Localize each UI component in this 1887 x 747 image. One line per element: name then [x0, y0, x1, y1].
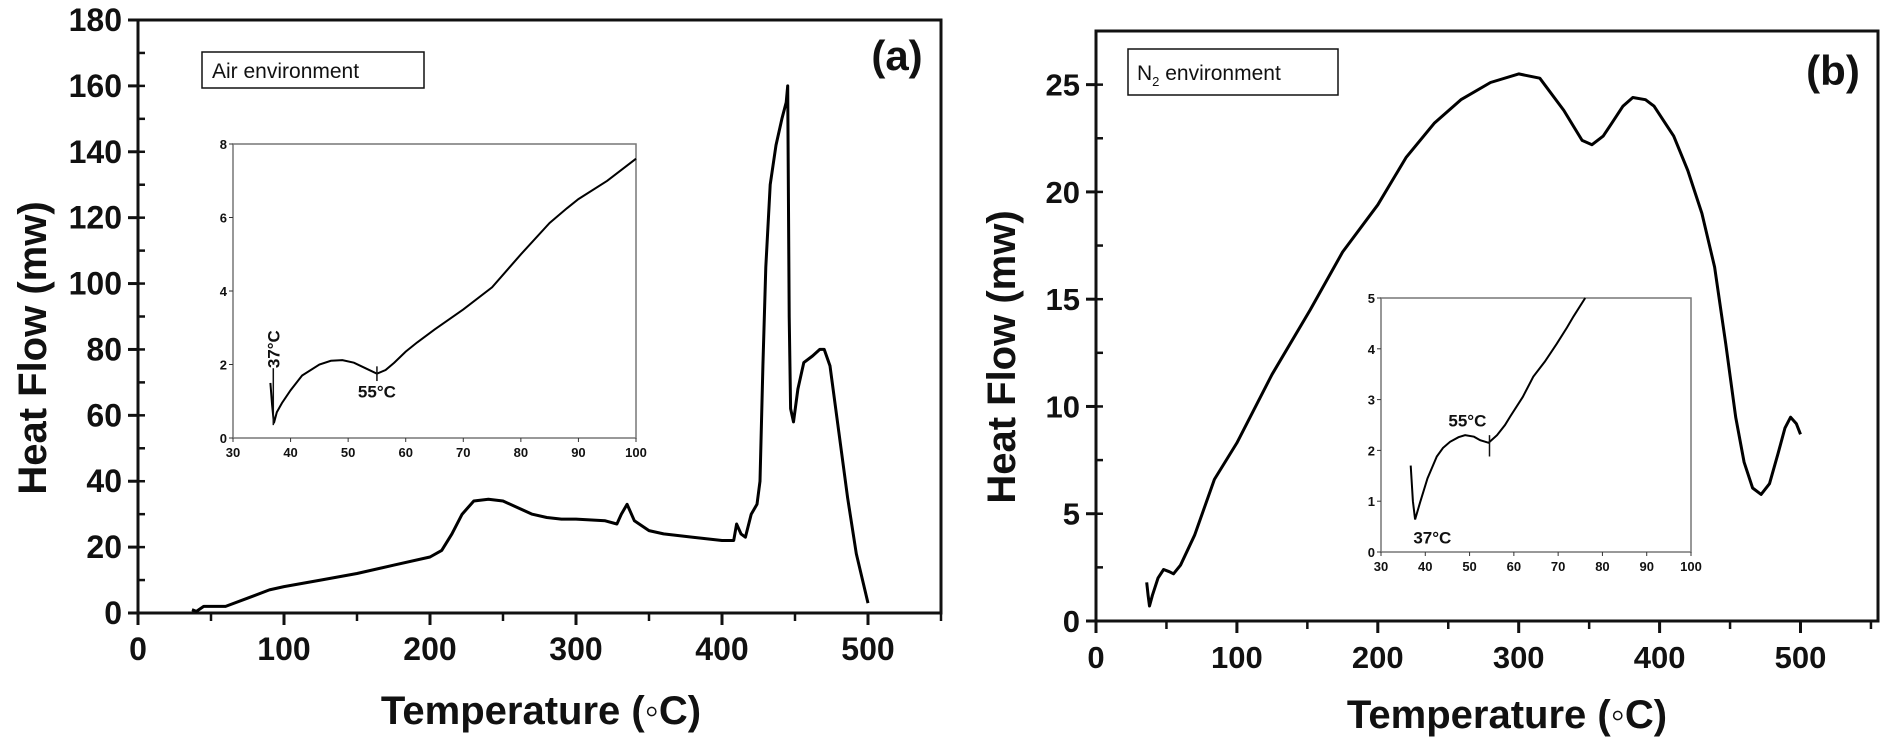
panel-a-label: (a)	[871, 32, 922, 79]
panel-a-y-tick-label: 180	[69, 2, 122, 38]
panel-a-inset-y-tick-label: 6	[220, 211, 227, 226]
panel-b-inset-y-tick-label: 3	[1368, 393, 1375, 408]
panel-a-x-tick-label: 300	[549, 631, 602, 667]
panel-b-y-tick-label: 10	[1046, 389, 1080, 424]
panel-a-inset-y-tick-label: 8	[220, 137, 227, 152]
panel-b-y-axis-title: Heat Flow (mw)	[980, 210, 1024, 503]
panel-a-legend-text: Air environment	[212, 60, 359, 83]
panel-a-inset: 0 2 4 6 8 30 40 50 60 70 80 90 100 37°C 55°C	[220, 137, 647, 460]
panel-b-y-tick-label: 5	[1063, 497, 1080, 532]
panel-a-y-tick-label: 100	[69, 266, 122, 302]
panel-a-inset-x-tick-label: 50	[341, 445, 355, 460]
panel-b-y-tick-label: 20	[1046, 175, 1080, 210]
panel-b-inset-x-tick-label: 70	[1551, 559, 1565, 574]
panel-b-inset-series-line	[1409, 297, 1587, 520]
legend-rest: environment	[1159, 62, 1281, 85]
panel-a-inset-y-tick-label: 4	[220, 284, 228, 299]
panel-b-x-tick-label: 400	[1634, 640, 1686, 675]
panel-a-inset-x-tick-label: 90	[571, 445, 585, 460]
panel-a-x-tick-label: 0	[129, 631, 147, 667]
panel-b-label: (b)	[1806, 47, 1860, 94]
panel-b-inset-x-tick-label: 60	[1507, 559, 1521, 574]
panel-b-x-tick-label: 300	[1493, 640, 1545, 675]
panel-a-y-tick-label: 80	[86, 331, 122, 367]
panel-a: Air environment (a) Temperature (◦C) Hea…	[11, 32, 923, 733]
panel-a-inset-y-tick-label: 0	[220, 431, 227, 446]
panel-a-y-axis-title: Heat Flow (mw)	[11, 201, 55, 494]
panel-b-series-line	[1145, 72, 1802, 608]
panel-b-inset-y-tick-label: 0	[1368, 545, 1375, 560]
panel-b-annotation-55: 55°C	[1448, 412, 1486, 431]
panel-b-inset-x-tick-label: 30	[1374, 559, 1388, 574]
panel-a-x-tick-label: 200	[403, 631, 456, 667]
panel-b-x-axis-title: Temperature (◦C)	[1347, 693, 1667, 737]
panel-b-x-tick-label: 100	[1211, 640, 1263, 675]
panel-a-y-tick-label: 160	[69, 68, 122, 104]
panel-a-x-tick-label: 100	[257, 631, 310, 667]
panel-a-inset-x-tick-label: 70	[456, 445, 470, 460]
panel-a-x-axis-title: Temperature (◦C)	[381, 689, 701, 733]
panel-a-inset-x-tick-label: 30	[226, 445, 240, 460]
panel-a-inset-frame	[232, 143, 637, 439]
panel-a-inset-series-line	[269, 157, 637, 424]
panel-b-inset-x-tick-label: 50	[1462, 559, 1476, 574]
panel-a-legend-box	[201, 51, 425, 89]
legend-subscript: 2	[1152, 74, 1159, 89]
panel-a-y-tick-label: 60	[86, 397, 122, 433]
panel-b-legend-text: N2 environment	[1137, 62, 1281, 89]
panel-a-y-tick-label: 20	[86, 529, 122, 565]
panel-b-annotation-37: 37°C	[1413, 528, 1451, 547]
panel-b-y-tick-label: 0	[1063, 604, 1080, 639]
panel-a-inset-x-tick-label: 40	[283, 445, 297, 460]
panel-b-inset-frame	[1380, 297, 1692, 553]
legend-n: N	[1137, 62, 1152, 85]
panel-b-y-tick-label: 25	[1046, 68, 1080, 103]
panel-a-inset-y-tick-label: 2	[220, 358, 227, 373]
panel-b-frame	[1094, 29, 1880, 623]
panel-a-annotation-37: 37°C	[264, 330, 283, 368]
panel-b-inset: 0 1 2 3 4 5 30 40 50 60 70 80 90 100 37°C 55°C	[1368, 291, 1702, 574]
panel-a-x-tick-label: 400	[695, 631, 748, 667]
panel-b-inset-y-tick-label: 5	[1368, 291, 1375, 306]
panel-a-inset-x-tick-label: 80	[514, 445, 528, 460]
panel-a-y-tick-label: 40	[86, 463, 122, 499]
panel-b-inset-x-tick-label: 90	[1639, 559, 1653, 574]
panel-b-x-tick-label: 0	[1087, 640, 1104, 675]
panel-a-y-tick-label: 140	[69, 134, 122, 170]
panel-b-legend-box	[1127, 48, 1339, 96]
panel-a-series-line	[191, 84, 870, 613]
panel-b-inset-x-tick-label: 100	[1680, 559, 1702, 574]
panel-b-inset-y-tick-label: 2	[1368, 443, 1375, 458]
panel-a-x-tick-label: 500	[841, 631, 894, 667]
panel-a-annotation-55: 55°C	[358, 383, 396, 402]
panel-b-inset-y-tick-label: 1	[1368, 494, 1375, 509]
panel-b-inset-y-tick-label: 4	[1368, 342, 1376, 357]
panel-b-inset-x-tick-label: 80	[1595, 559, 1609, 574]
panel-b-x-tick-label: 500	[1775, 640, 1827, 675]
panel-b-inset-x-tick-label: 40	[1418, 559, 1432, 574]
panel-a-y-tick-label: 120	[69, 200, 122, 236]
panel-a-inset-x-tick-label: 100	[625, 445, 647, 460]
panel-b-y-tick-label: 15	[1046, 282, 1080, 317]
panel-b: N2 environment (b) Temperature (◦C) Heat…	[980, 47, 1860, 737]
panel-b-x-tick-label: 200	[1352, 640, 1404, 675]
panel-a-y-tick-label: 0	[104, 595, 122, 631]
panel-a-inset-x-tick-label: 60	[398, 445, 412, 460]
